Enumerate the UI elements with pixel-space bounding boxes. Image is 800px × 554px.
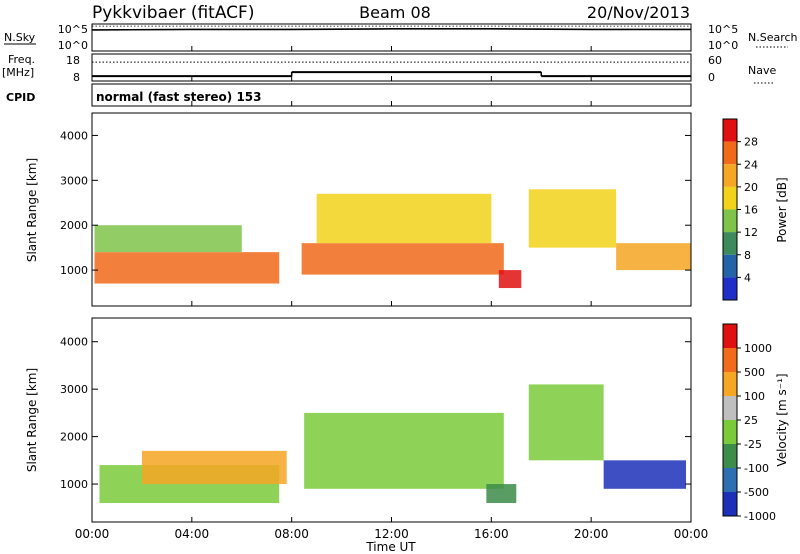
colorbar-tick-label: 100	[744, 390, 765, 403]
x-tick-label: 08:00	[274, 527, 309, 541]
nave-tick-top: 60	[708, 54, 722, 67]
colorbar-tick-label: 20	[744, 181, 758, 194]
noise-tick-top-left: 10^5	[58, 23, 88, 36]
power-colorbar-label: Power [dB]	[775, 177, 789, 242]
freq-label-line2: [MHz]	[2, 66, 34, 79]
data-region	[528, 384, 604, 461]
noise-search-label: N.Search	[748, 31, 798, 44]
colorbar-swatch	[723, 232, 737, 255]
y-tick-label: 4000	[60, 336, 88, 349]
x-tick-label: 00:00	[75, 527, 110, 541]
noise-tick-bottom-left: 10^0	[58, 39, 88, 52]
colorbar-tick-label: -1000	[744, 510, 776, 523]
data-region	[316, 193, 492, 244]
colorbar-swatch	[723, 277, 737, 300]
y-tick-label: 2000	[60, 219, 88, 232]
frequency-panel: Freq. [MHz] CPID 18 8 60 0 Nave	[2, 53, 776, 104]
data-region	[141, 450, 287, 485]
colorbar-swatch	[723, 186, 737, 210]
velocity-ylabel: Slant Range [km]	[25, 368, 39, 472]
velocity-cells	[99, 384, 687, 504]
y-tick-label: 2000	[60, 431, 88, 444]
x-tick-label: 04:00	[175, 527, 210, 541]
colorbar-tick-label: 28	[744, 136, 758, 149]
velocity-colorbar-label: Velocity [m s⁻¹]	[775, 373, 789, 466]
x-tick-label: 16:00	[474, 527, 509, 541]
data-region	[498, 270, 522, 289]
x-tick-label: 20:00	[574, 527, 609, 541]
colorbar-swatch	[723, 141, 737, 165]
noise-sky-label: N.Sky	[4, 31, 36, 44]
radar-title: Pykkvibaer (fitACF)	[92, 3, 254, 23]
velocity-panel: Slant Range [km] 1000 2000 3000 4000 1000 50…	[25, 317, 789, 523]
y-tick-label: 3000	[60, 383, 88, 396]
power-ylabel: Slant Range [km]	[25, 158, 39, 262]
date-label: 20/Nov/2013	[587, 3, 690, 22]
freq-tick-bottom: 8	[73, 71, 80, 84]
colorbar-swatch	[723, 396, 737, 420]
nave-label: Nave	[748, 64, 776, 77]
colorbar-tick-label: -500	[744, 486, 769, 499]
colorbar-swatch	[723, 348, 737, 372]
nave-tick-bottom: 0	[708, 71, 715, 84]
time-axis-label: Time UT	[365, 540, 416, 554]
colorbar-swatch	[723, 372, 737, 396]
colorbar-swatch	[723, 420, 737, 444]
data-region	[528, 189, 617, 248]
colorbar-tick-label: 4	[744, 271, 751, 284]
beam-label: Beam 08	[359, 3, 431, 22]
data-region	[603, 460, 687, 489]
power-yticks: 1000 2000 3000 4000	[60, 129, 691, 277]
freq-tick-top: 18	[66, 54, 80, 67]
cpid-label: CPID	[6, 91, 35, 104]
colorbar-swatch	[723, 119, 737, 142]
y-tick-label: 4000	[60, 129, 88, 142]
data-region	[486, 484, 517, 504]
colorbar-swatch	[723, 164, 737, 187]
velocity-yticks: 1000 2000 3000 4000	[60, 336, 691, 491]
colorbar-tick-label: 25	[744, 414, 758, 427]
noise-tick-bottom-right: 10^0	[708, 39, 738, 52]
colorbar-tick-label: 1000	[744, 342, 772, 355]
power-panel: Slant Range [km] 1000 2000 3000 4000 4 8 12 16…	[25, 112, 789, 307]
data-region	[94, 225, 242, 253]
y-tick-label: 1000	[60, 478, 88, 491]
colorbar-tick-label: -100	[744, 462, 769, 475]
noise-sky-line	[91, 28, 691, 31]
y-tick-label: 3000	[60, 174, 88, 187]
colorbar-tick-label: -25	[744, 438, 762, 451]
colorbar-swatch	[723, 444, 737, 468]
time-axis: 00:00 04:00 08:00 12:00 16:00 20:00 00:00	[75, 46, 709, 541]
freq-label-line1: Freq.	[8, 53, 35, 66]
cpid-mode-text: normal (fast stereo) 153	[96, 90, 262, 104]
colorbar-tick-label: 8	[744, 249, 751, 262]
data-region	[301, 243, 504, 275]
x-tick-label: 00:00	[674, 527, 709, 541]
y-tick-label: 1000	[60, 264, 88, 277]
frequency-lines	[92, 71, 691, 78]
colorbar-tick-label: 24	[744, 158, 758, 171]
power-colorbar: 4 8 12 16 20 24 28	[722, 118, 758, 301]
colorbar-tick-label: 12	[744, 226, 758, 239]
colorbar-tick-label: 500	[744, 366, 765, 379]
noise-tick-top-right: 10^5	[708, 23, 738, 36]
colorbar-swatch	[723, 254, 737, 278]
colorbar-tick-label: 16	[744, 204, 758, 217]
data-region	[304, 412, 504, 489]
velocity-colorbar: 1000 500 100 25 -25 -100 -500 -1000	[722, 323, 776, 523]
data-region	[94, 252, 280, 284]
noise-panel: N.Sky 10^5 10^0 10^5 10^0 N.Search	[4, 23, 798, 52]
data-region	[616, 243, 691, 271]
colorbar-swatch	[723, 324, 737, 348]
x-tick-label: 12:00	[374, 527, 409, 541]
power-cells	[94, 189, 691, 289]
colorbar-swatch	[723, 468, 737, 492]
colorbar-swatch	[723, 492, 737, 516]
colorbar-swatch	[723, 209, 737, 233]
